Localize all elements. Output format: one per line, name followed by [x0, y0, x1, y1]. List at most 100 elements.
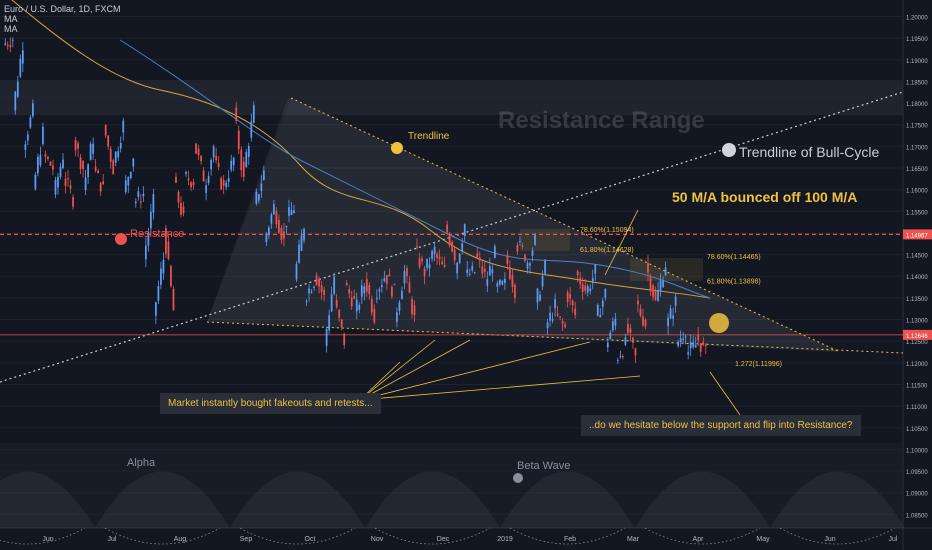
candle-body [265, 233, 268, 242]
candle-body [531, 250, 534, 256]
candle-body [260, 183, 263, 191]
wave-dotted-curve [104, 527, 221, 545]
candle-body [62, 159, 64, 169]
candle-body [461, 243, 464, 252]
resistance-price-text: 1.14967 [906, 233, 928, 239]
candle-body [679, 338, 682, 342]
y-tick-label: 1.09000 [906, 492, 928, 498]
candle-body [288, 207, 290, 216]
candle-body [182, 206, 185, 213]
candle-body [320, 285, 323, 293]
candle-body [649, 277, 652, 292]
fakeout-arrow [359, 339, 471, 401]
candle-body [601, 300, 604, 307]
candle-body [333, 276, 336, 294]
trendline-label: Trendline [408, 131, 450, 142]
candle-body [144, 245, 147, 260]
candle-body [107, 135, 110, 147]
resistance-price-tag [903, 229, 932, 240]
resistance-range-zone [0, 80, 903, 115]
beta-wave-label: Beta Wave [517, 460, 571, 472]
candle-body [418, 258, 421, 267]
candle-body [471, 265, 474, 271]
candle-body [210, 159, 213, 170]
candle-body [637, 300, 639, 305]
candle-body [433, 246, 436, 254]
y-tick-label: 1.14500 [906, 254, 928, 260]
candle-body [74, 140, 77, 151]
candle-body [569, 293, 572, 299]
beta-marker-icon [513, 473, 523, 483]
candle-body [393, 283, 396, 285]
candle-body [689, 342, 692, 349]
y-tick-label: 1.19000 [906, 59, 928, 65]
candle-body [119, 142, 122, 149]
candle-body [340, 319, 343, 327]
candle-body [67, 178, 69, 180]
ma-100-line [119, 39, 711, 299]
y-tick-label: 1.12000 [906, 362, 928, 368]
y-tick-label: 1.10000 [906, 448, 928, 454]
candle-body [674, 296, 677, 306]
candle-body [52, 165, 54, 170]
candle-body [373, 309, 376, 323]
candle-body [250, 121, 253, 138]
trendline-marker-icon [391, 142, 403, 154]
candle-body [102, 181, 105, 184]
wave-arc [500, 471, 635, 528]
x-tick-label: Feb [564, 536, 576, 543]
candle-body [667, 317, 669, 327]
candle-body [509, 266, 511, 279]
y-tick-label: 1.17500 [906, 124, 928, 130]
wave-arc [365, 471, 500, 528]
candle-body [127, 176, 130, 186]
candle-body [217, 163, 220, 167]
candle-body [594, 264, 597, 274]
fib-label: 78.60%(1.15094) [580, 227, 634, 234]
candle-body [82, 160, 84, 170]
candle-body [549, 312, 551, 321]
candle-body [21, 50, 24, 64]
candle-body [177, 191, 180, 203]
candle-body [504, 278, 506, 283]
candle-body [476, 253, 479, 258]
candle-body [348, 289, 351, 294]
candle-body [14, 91, 17, 111]
y-tick-label: 1.12500 [906, 340, 928, 346]
candle-body [167, 241, 170, 260]
fib-zone-1 [520, 229, 570, 251]
candle-body [24, 144, 27, 150]
candle-body [596, 304, 599, 316]
candle-body [654, 291, 657, 300]
candle-body [19, 58, 22, 77]
candle-body [486, 279, 489, 286]
candle-body [652, 284, 654, 297]
candle-body [591, 277, 594, 283]
wave-dotted-curve [239, 527, 356, 545]
fib-label: 78.60%(1.14465) [707, 254, 761, 261]
candle-body [139, 201, 142, 203]
candle-body [225, 182, 228, 188]
candle-body [325, 328, 328, 346]
wave-dotted-curve [0, 527, 86, 545]
candle-body [240, 149, 243, 171]
price-axis [903, 0, 932, 550]
x-tick-label: Jul [889, 536, 898, 543]
candle-body [551, 318, 554, 321]
candle-body [664, 267, 667, 276]
candle-body [524, 254, 526, 262]
candle-body [526, 262, 529, 269]
candle-body [556, 313, 559, 316]
candle-body [318, 279, 320, 287]
candle-body [632, 337, 634, 343]
candle-body [222, 180, 225, 186]
candle-body [627, 324, 629, 333]
candle-body [388, 274, 391, 277]
candle-body [84, 177, 87, 191]
candle-body [180, 202, 182, 215]
candle-body [699, 343, 702, 352]
candle-body [280, 227, 283, 241]
candle-body [47, 156, 49, 159]
candle-body [604, 289, 607, 298]
